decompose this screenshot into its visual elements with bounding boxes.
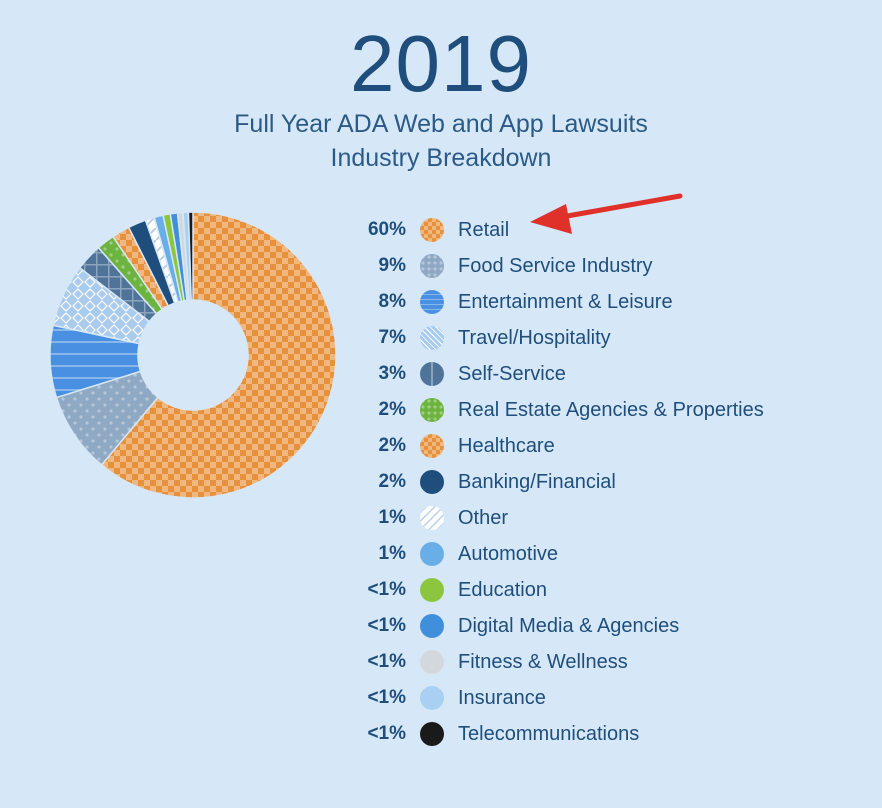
legend-swatch <box>420 506 444 530</box>
legend-item-healthcare: 2% Healthcare <box>340 428 860 464</box>
legend-label: Self-Service <box>458 363 566 385</box>
legend-label: Digital Media & Agencies <box>458 615 680 637</box>
legend-item-real-estate-agencies-properties: 2% Real Estate Agencies & Properties <box>340 392 860 428</box>
legend-swatch <box>420 686 444 710</box>
legend-label: Fitness & Wellness <box>458 651 628 673</box>
legend-label: Banking/Financial <box>458 471 616 493</box>
legend-item-retail: 60% Retail <box>340 212 860 248</box>
legend-label: Automotive <box>458 543 559 565</box>
legend-item-automotive: 1% Automotive <box>340 536 860 572</box>
legend-percent: 2% <box>378 399 406 420</box>
legend-percent: <1% <box>367 687 406 708</box>
legend-label: Travel/Hospitality <box>458 327 611 349</box>
legend-label: Insurance <box>458 687 546 709</box>
legend-percent: <1% <box>367 651 406 672</box>
chart-subtitle-line1: Full Year ADA Web and App Lawsuits <box>234 110 648 138</box>
legend-percent: 2% <box>378 471 406 492</box>
chart-subtitle-line2: Industry Breakdown <box>330 144 552 172</box>
legend-swatch <box>420 542 444 566</box>
legend-swatch <box>420 290 444 314</box>
legend-percent: 3% <box>378 363 406 384</box>
legend-percent: 2% <box>378 435 406 456</box>
legend-percent: <1% <box>367 579 406 600</box>
legend-swatch <box>420 434 444 458</box>
slice-retail <box>100 211 337 499</box>
legend-swatch <box>420 254 444 278</box>
legend-item-digital-media-agencies: <1% Digital Media & Agencies <box>340 608 860 644</box>
legend-swatch <box>420 398 444 422</box>
legend-percent: 1% <box>378 543 406 564</box>
legend-swatch <box>420 218 444 242</box>
legend-item-travel-hospitality: 7% Travel/Hospitality <box>340 320 860 356</box>
legend-item-telecommunications: <1% Telecommunications <box>340 716 860 752</box>
legend-percent: 1% <box>378 507 406 528</box>
legend-label: Entertainment & Leisure <box>458 291 673 313</box>
legend-item-education: <1% Education <box>340 572 860 608</box>
legend-percent: <1% <box>367 615 406 636</box>
legend-item-food-service-industry: 9% Food Service Industry <box>340 248 860 284</box>
legend-percent: 60% <box>367 219 406 240</box>
legend-item-entertainment-leisure: 8% Entertainment & Leisure <box>340 284 860 320</box>
legend-swatch <box>420 362 444 386</box>
legend-swatch <box>420 470 444 494</box>
legend-label: Retail <box>458 219 510 241</box>
legend-label: Other <box>458 507 509 529</box>
legend-item-self-service: 3% Self-Service <box>340 356 860 392</box>
legend-swatch <box>420 722 444 746</box>
legend-percent: <1% <box>367 723 406 744</box>
legend-label: Food Service Industry <box>458 255 653 277</box>
legend-percent: 8% <box>378 291 406 312</box>
legend-item-insurance: <1% Insurance <box>340 680 860 716</box>
legend-swatch <box>420 578 444 602</box>
legend-item-fitness-wellness: <1% Fitness & Wellness <box>340 644 860 680</box>
legend-swatch <box>420 650 444 674</box>
slice-telecommunications <box>187 211 194 301</box>
legend-swatch <box>420 614 444 638</box>
legend-label: Education <box>458 579 547 601</box>
legend-percent: 9% <box>378 255 406 276</box>
legend-label: Healthcare <box>458 435 555 457</box>
legend-item-banking-financial: 2% Banking/Financial <box>340 464 860 500</box>
legend-label: Real Estate Agencies & Properties <box>458 399 764 421</box>
legend-item-other: 1% Other <box>340 500 860 536</box>
legend-percent: 7% <box>378 327 406 348</box>
legend-label: Telecommunications <box>458 723 640 745</box>
chart-title-year: 2019 <box>350 19 532 108</box>
legend-swatch <box>420 326 444 350</box>
